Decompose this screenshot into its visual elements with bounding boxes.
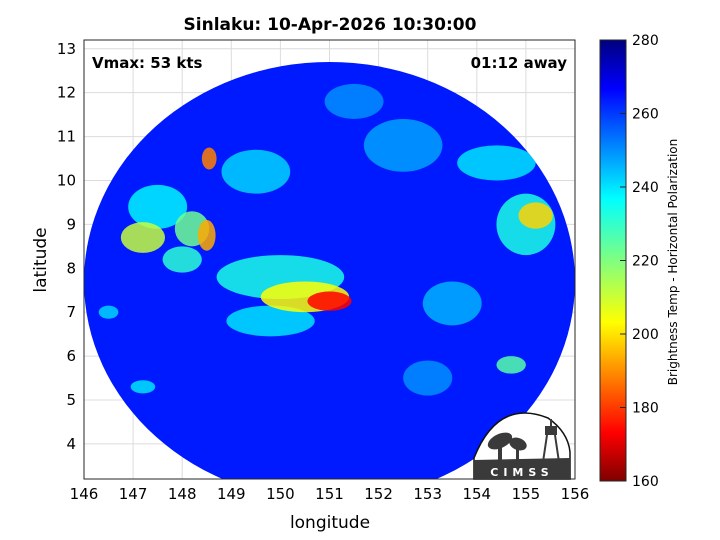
colorbar-tick-label: 180 <box>632 401 659 417</box>
convective-cell <box>457 145 536 181</box>
convective-cell <box>226 305 315 337</box>
x-tick-label: 147 <box>119 485 148 503</box>
convective-cell <box>120 222 166 253</box>
y-tick-label: 5 <box>66 391 76 409</box>
convective-cell <box>201 147 217 170</box>
convective-cell <box>496 356 526 374</box>
x-tick-label: 154 <box>462 485 491 503</box>
y-tick-label: 4 <box>66 435 76 453</box>
convective-cell <box>422 281 482 326</box>
colorbar-tick-label: 200 <box>632 327 659 343</box>
x-tick-label: 146 <box>70 485 99 503</box>
x-tick-label: 149 <box>217 485 246 503</box>
y-tick-label: 8 <box>66 259 76 277</box>
x-tick-label: 148 <box>168 485 197 503</box>
convective-cell <box>307 291 352 311</box>
x-tick-label: 153 <box>413 485 442 503</box>
vmax-annotation: Vmax: 53 kts <box>92 54 202 72</box>
x-axis-label: longitude <box>290 513 370 533</box>
y-axis-label: latitude <box>31 227 51 292</box>
colorbar-tick-label: 160 <box>632 474 659 490</box>
y-tick-label: 6 <box>66 347 76 365</box>
brightness-swath <box>84 62 575 479</box>
y-axis-ticks: 4 5 6 7 8 9 10 11 12 13 <box>57 40 76 453</box>
y-tick-label: 13 <box>57 40 76 58</box>
y-tick-label: 9 <box>66 215 76 233</box>
logo-text: CIMSS <box>490 466 553 479</box>
convective-cell <box>363 119 443 172</box>
convective-cell <box>221 149 291 194</box>
convective-cell <box>518 202 553 229</box>
cimss-logo: CIMSS <box>473 412 571 480</box>
y-tick-label: 11 <box>57 128 76 146</box>
y-tick-label: 10 <box>57 171 76 189</box>
time-away-annotation: 01:12 away <box>471 54 568 72</box>
convective-cell <box>197 219 216 251</box>
plot-frame <box>83 39 576 480</box>
colorbar-tick-label: 280 <box>632 33 659 49</box>
x-tick-label: 156 <box>561 485 590 503</box>
chart-title: Sinlaku: 10-Apr-2026 10:30:00 <box>184 15 477 35</box>
y-tick-label: 12 <box>57 84 76 102</box>
convective-cell <box>324 83 384 120</box>
y-tick-label: 7 <box>66 303 76 321</box>
colorbar-ticks: 280 260 240 220 200 180 160 <box>620 33 659 490</box>
convective-cell <box>128 184 188 229</box>
convective-cell <box>403 360 453 396</box>
x-axis-ticks: 146 147 148 149 150 151 152 153 154 155 156 <box>70 485 590 503</box>
x-tick-label: 150 <box>266 485 295 503</box>
x-tick-label: 151 <box>315 485 344 503</box>
convective-cell <box>98 305 119 319</box>
convective-cell <box>162 246 202 273</box>
colorbar-tick-label: 260 <box>632 107 659 123</box>
x-tick-label: 152 <box>364 485 393 503</box>
colorbar-tick-label: 220 <box>632 254 659 270</box>
x-tick-label: 155 <box>512 485 541 503</box>
colorbar-tick-label: 240 <box>632 180 659 196</box>
colorbar-label: Brightness Temp - Horizontal Polarizatio… <box>666 139 680 386</box>
convective-cell <box>130 380 156 394</box>
